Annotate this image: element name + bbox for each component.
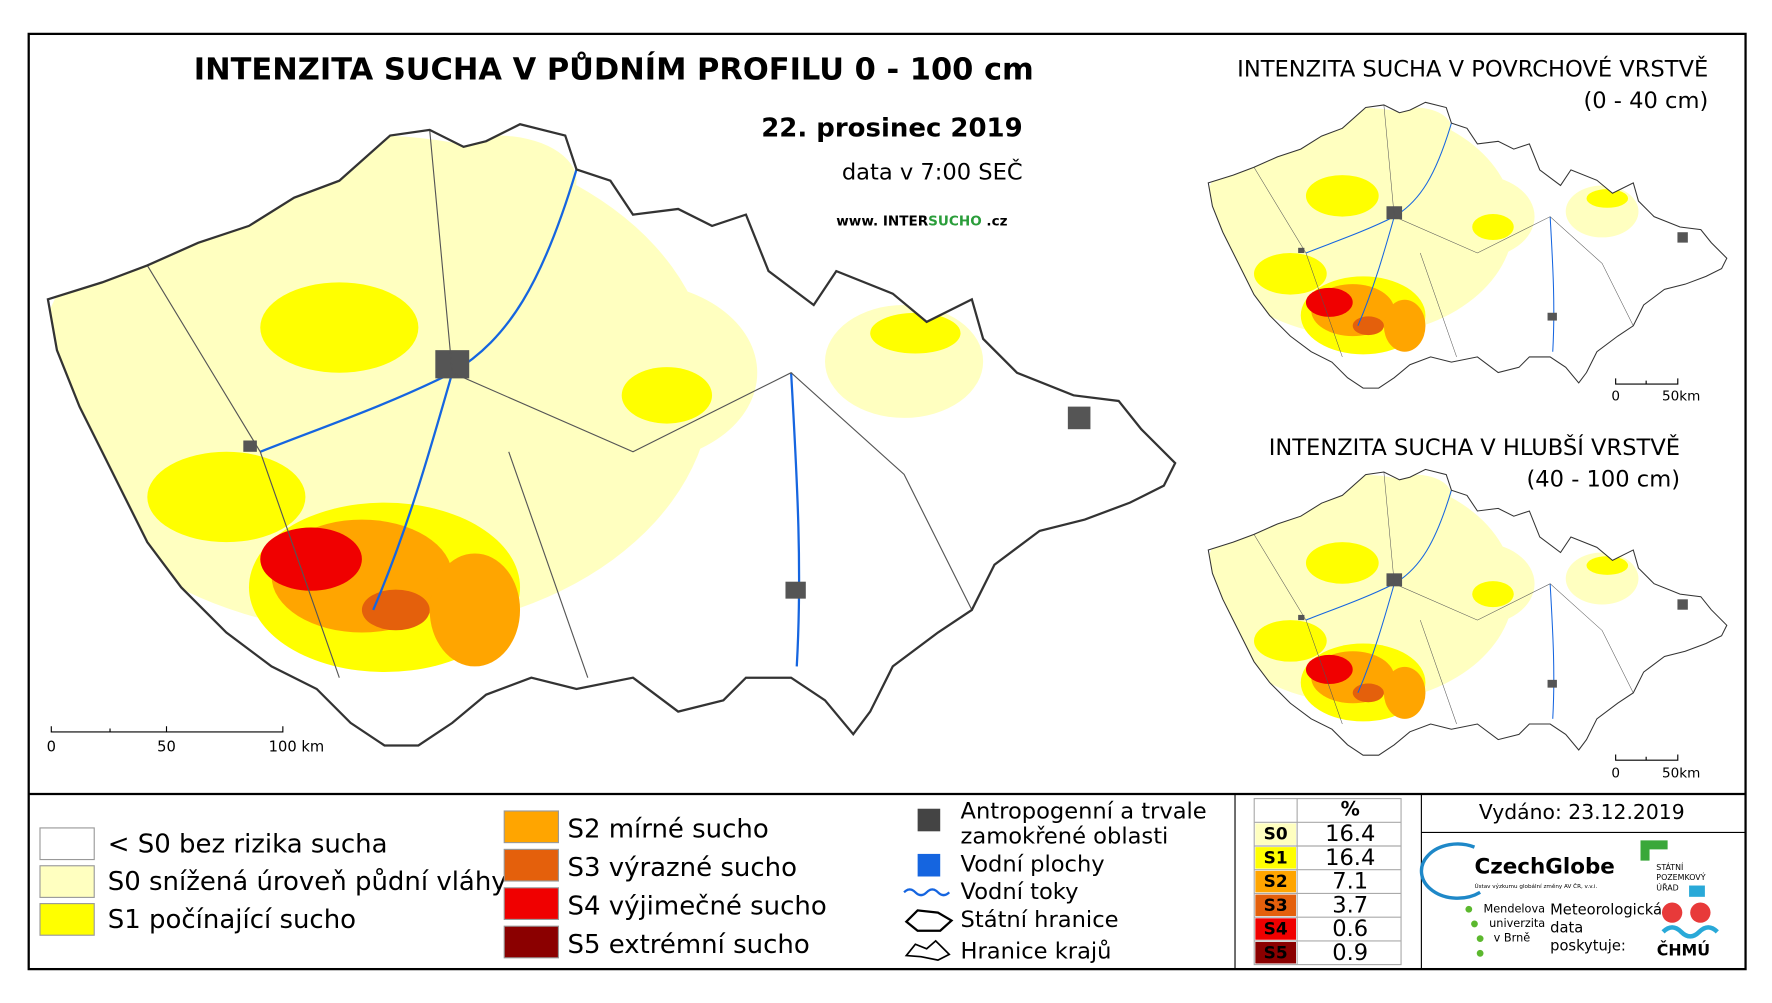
legend-swatch bbox=[503, 810, 560, 844]
class-cell bbox=[1255, 942, 1297, 964]
logo-spu: STÁTNÍ bbox=[1656, 861, 1684, 872]
legend-label: zamokřené oblasti bbox=[961, 823, 1169, 849]
inset-title: INTENZITA SUCHA V POVRCHOVÉ VRSTVĚ bbox=[1237, 55, 1708, 83]
website: www. INTERSUCHO .cz bbox=[836, 213, 1007, 229]
percent-value: 0.6 bbox=[1332, 916, 1368, 942]
main-scale: 0 50 100 km bbox=[47, 726, 324, 756]
class-label: S0 bbox=[1264, 824, 1288, 844]
date: 22. prosinec 2019 bbox=[761, 113, 1022, 143]
legend-label: Antropogenní a trvale bbox=[961, 799, 1207, 825]
class-label: S2 bbox=[1264, 871, 1288, 891]
logo-czechglobe-sub: Ústav výzkumu globální změny AV ČR, v.v.… bbox=[1474, 883, 1597, 890]
scale-label: 0 bbox=[1611, 766, 1620, 782]
legend-label: S3 výrazné sucho bbox=[567, 853, 797, 883]
legend-label: S4 výjimečné sucho bbox=[567, 891, 826, 921]
legend-label: S0 snížená úroveň půdní vláhy bbox=[108, 867, 507, 897]
class-label: S1 bbox=[1264, 847, 1288, 867]
class-label: S3 bbox=[1264, 895, 1288, 915]
table-header: % bbox=[1341, 797, 1360, 820]
logo-mendelu: v Brně bbox=[1494, 932, 1531, 945]
inset-subtitle: (0 - 40 cm) bbox=[1583, 88, 1708, 114]
inset-subtitle: (40 - 100 cm) bbox=[1527, 467, 1681, 493]
legend-label: S5 extrémní sucho bbox=[567, 930, 809, 960]
class-label: S5 bbox=[1264, 942, 1288, 962]
class-cell bbox=[1255, 870, 1297, 893]
issued: Vydáno: 23.12.2019 bbox=[1479, 800, 1685, 824]
scale-label: 0 bbox=[1611, 388, 1620, 404]
logo-czechglobe: CzechGlobe bbox=[1474, 854, 1614, 879]
meteo-text: Meteorologická bbox=[1550, 901, 1662, 918]
legend-label: Hranice krajů bbox=[961, 938, 1112, 965]
legend-label: Státní hranice bbox=[961, 907, 1119, 933]
legend-label: S1 počínající sucho bbox=[108, 905, 356, 935]
class-cell bbox=[1255, 918, 1297, 940]
scale-label: 100 km bbox=[269, 739, 324, 756]
data-time: data v 7:00 SEČ bbox=[842, 157, 1023, 185]
meteo-text: data bbox=[1550, 919, 1583, 936]
logos: CzechGlobe Ústav výzkumu globální změny … bbox=[1419, 840, 1719, 960]
legend-swatch bbox=[39, 865, 95, 898]
percent-value: 0.9 bbox=[1332, 940, 1368, 966]
legend-other: Antropogenní a trvale zamokřené oblasti … bbox=[903, 799, 1207, 965]
legend-label: < S0 bez rizika sucha bbox=[108, 829, 388, 859]
percent-value: 16.4 bbox=[1325, 821, 1375, 847]
percent-value: 3.7 bbox=[1332, 892, 1368, 918]
legend-swatch bbox=[39, 827, 95, 861]
class-cell bbox=[1255, 823, 1297, 845]
scale-label: 50km bbox=[1662, 766, 1700, 782]
legend-swatch bbox=[503, 925, 560, 959]
percent-value: 7.1 bbox=[1332, 869, 1368, 895]
inset-title: INTENZITA SUCHA V HLUBŠÍ VRSTVĚ bbox=[1269, 433, 1680, 461]
logo-spu: POZEMKOVÝ bbox=[1656, 871, 1705, 882]
logo-chmu: ČHMÚ bbox=[1657, 941, 1710, 960]
class-cell bbox=[1255, 847, 1297, 869]
legend-label: Vodní plochy bbox=[961, 852, 1105, 878]
logo-mendelu: univerzita bbox=[1489, 917, 1545, 930]
legend-label: Vodní toky bbox=[961, 879, 1079, 905]
logo-mendelu: Mendelova bbox=[1484, 902, 1546, 915]
meteo-text: poskytuje: bbox=[1550, 938, 1626, 955]
legend: < S0 bez rizika sucha S0 snížená úroveň p… bbox=[39, 810, 827, 960]
class-cell bbox=[1255, 894, 1297, 917]
main-title: INTENZITA SUCHA V PŮDNÍM PROFILU 0 - 100… bbox=[194, 51, 1034, 88]
logo-spu: ÚŘAD bbox=[1656, 881, 1678, 892]
class-label: S4 bbox=[1264, 919, 1288, 939]
legend-label: S2 mírné sucho bbox=[567, 815, 768, 845]
legend-swatch bbox=[503, 848, 560, 882]
percent-value: 16.4 bbox=[1325, 845, 1375, 871]
scale-label: 50 bbox=[157, 739, 176, 756]
stats-table: % S0 16.4 S1 16.4 S2 7.1 S3 3.7 S4 0.6 S5 0.9 bbox=[1253, 797, 1402, 966]
scale-label: 0 bbox=[47, 739, 56, 756]
legend-swatch bbox=[503, 887, 560, 920]
scale-label: 50km bbox=[1662, 388, 1700, 404]
legend-swatch bbox=[39, 903, 95, 936]
